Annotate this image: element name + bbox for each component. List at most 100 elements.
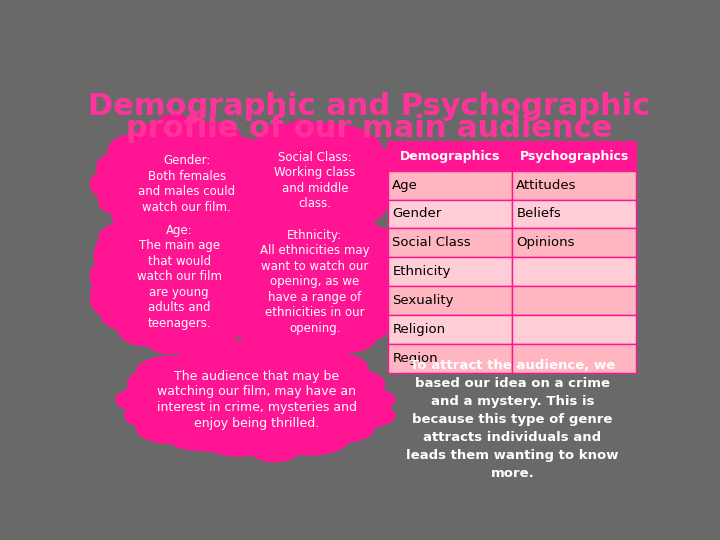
Bar bbox=[388, 228, 513, 257]
Ellipse shape bbox=[90, 276, 137, 318]
Ellipse shape bbox=[210, 296, 255, 334]
Ellipse shape bbox=[127, 367, 189, 401]
Ellipse shape bbox=[221, 240, 269, 272]
Bar bbox=[513, 228, 636, 257]
Ellipse shape bbox=[221, 246, 268, 277]
Ellipse shape bbox=[238, 342, 312, 368]
Ellipse shape bbox=[349, 226, 395, 261]
Text: Attitudes: Attitudes bbox=[516, 179, 577, 192]
Ellipse shape bbox=[325, 204, 371, 235]
Ellipse shape bbox=[328, 387, 395, 413]
Ellipse shape bbox=[232, 298, 283, 343]
Ellipse shape bbox=[367, 267, 413, 297]
Ellipse shape bbox=[242, 197, 285, 222]
Ellipse shape bbox=[118, 312, 171, 346]
Ellipse shape bbox=[258, 124, 305, 158]
Bar bbox=[513, 286, 636, 315]
Ellipse shape bbox=[347, 198, 384, 221]
Text: Psychographics: Psychographics bbox=[520, 150, 629, 163]
Ellipse shape bbox=[206, 220, 260, 255]
Ellipse shape bbox=[315, 402, 395, 429]
Ellipse shape bbox=[148, 198, 186, 237]
Ellipse shape bbox=[359, 244, 412, 279]
Text: The audience that may be
watching our film, may have an
interest in crime, myste: The audience that may be watching our fi… bbox=[157, 370, 356, 429]
Text: To attract the audience, we
based our idea on a crime
and a mystery. This is
bec: To attract the audience, we based our id… bbox=[406, 359, 618, 480]
Ellipse shape bbox=[150, 115, 199, 154]
Ellipse shape bbox=[250, 315, 305, 353]
Ellipse shape bbox=[284, 120, 322, 151]
Ellipse shape bbox=[304, 123, 349, 148]
Ellipse shape bbox=[228, 178, 276, 213]
Ellipse shape bbox=[229, 149, 276, 185]
Ellipse shape bbox=[214, 202, 267, 231]
Ellipse shape bbox=[240, 140, 287, 163]
Ellipse shape bbox=[230, 167, 266, 193]
Ellipse shape bbox=[168, 199, 215, 235]
Ellipse shape bbox=[168, 428, 240, 450]
Bar bbox=[513, 315, 636, 344]
Ellipse shape bbox=[223, 209, 406, 355]
Ellipse shape bbox=[94, 233, 132, 279]
Ellipse shape bbox=[135, 124, 169, 157]
Ellipse shape bbox=[102, 300, 150, 330]
Ellipse shape bbox=[207, 342, 269, 368]
Ellipse shape bbox=[364, 287, 407, 319]
Ellipse shape bbox=[239, 221, 276, 266]
Ellipse shape bbox=[354, 181, 401, 210]
Bar bbox=[513, 200, 636, 228]
Ellipse shape bbox=[208, 433, 269, 456]
Text: Age: Age bbox=[392, 179, 418, 192]
Ellipse shape bbox=[327, 316, 377, 352]
Bar bbox=[513, 171, 636, 200]
Text: Social Class: Social Class bbox=[392, 237, 471, 249]
Bar bbox=[388, 200, 513, 228]
Ellipse shape bbox=[359, 163, 403, 197]
Text: Demographic and Psychographic: Demographic and Psychographic bbox=[88, 92, 650, 121]
Ellipse shape bbox=[301, 202, 354, 244]
Ellipse shape bbox=[224, 284, 264, 321]
Ellipse shape bbox=[203, 123, 241, 158]
Bar bbox=[388, 315, 513, 344]
Text: Beliefs: Beliefs bbox=[516, 207, 561, 220]
Ellipse shape bbox=[212, 266, 267, 298]
Ellipse shape bbox=[175, 217, 222, 251]
Ellipse shape bbox=[176, 343, 232, 378]
Ellipse shape bbox=[328, 126, 368, 156]
Ellipse shape bbox=[233, 125, 396, 236]
Bar bbox=[388, 257, 513, 286]
Ellipse shape bbox=[305, 320, 351, 362]
Ellipse shape bbox=[273, 203, 330, 243]
Text: Demographics: Demographics bbox=[400, 150, 500, 163]
Ellipse shape bbox=[151, 218, 198, 250]
Text: Region: Region bbox=[392, 352, 438, 365]
Ellipse shape bbox=[353, 148, 402, 181]
Ellipse shape bbox=[99, 188, 144, 215]
Ellipse shape bbox=[325, 370, 384, 398]
Ellipse shape bbox=[112, 199, 154, 234]
Ellipse shape bbox=[305, 353, 369, 388]
Ellipse shape bbox=[349, 136, 382, 167]
Bar bbox=[388, 142, 513, 171]
Ellipse shape bbox=[218, 138, 263, 166]
Text: Social Class:
Working class
and middle
class.: Social Class: Working class and middle c… bbox=[274, 151, 356, 210]
Ellipse shape bbox=[187, 208, 241, 241]
Bar bbox=[388, 171, 513, 200]
Bar bbox=[513, 344, 636, 373]
Ellipse shape bbox=[232, 172, 282, 197]
Ellipse shape bbox=[174, 316, 209, 355]
Ellipse shape bbox=[144, 318, 190, 354]
Ellipse shape bbox=[99, 222, 152, 253]
Ellipse shape bbox=[246, 427, 303, 462]
Ellipse shape bbox=[130, 212, 174, 244]
Ellipse shape bbox=[108, 135, 158, 168]
Ellipse shape bbox=[225, 259, 273, 294]
Ellipse shape bbox=[125, 401, 192, 430]
Ellipse shape bbox=[300, 415, 374, 443]
Ellipse shape bbox=[116, 386, 188, 414]
Ellipse shape bbox=[180, 122, 217, 147]
Ellipse shape bbox=[276, 319, 327, 363]
Ellipse shape bbox=[354, 301, 391, 340]
Ellipse shape bbox=[328, 210, 377, 250]
Text: Ethnicity:
All ethnicities may
want to watch our
opening, as we
have a range of
: Ethnicity: All ethnicities may want to w… bbox=[260, 229, 369, 335]
Text: Gender:
Both females
and males could
watch our film.: Gender: Both females and males could wat… bbox=[138, 154, 235, 214]
